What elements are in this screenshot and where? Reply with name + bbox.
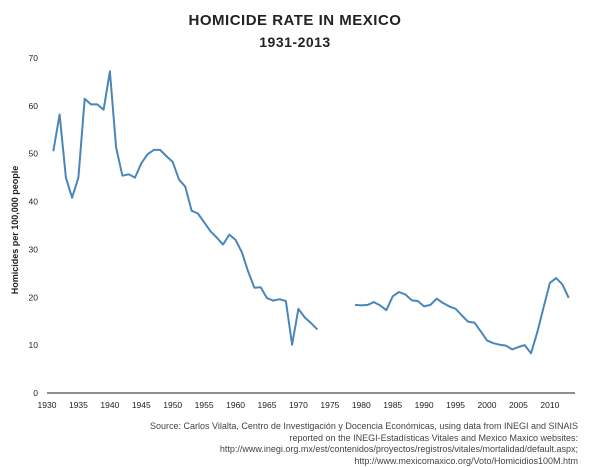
y-tick-label: 0: [33, 388, 38, 398]
x-tick-label: 1970: [289, 400, 308, 410]
x-tick-label: 1965: [258, 400, 277, 410]
x-tick-label: 2005: [509, 400, 528, 410]
source-line: reported on the INEGI-Estadísticas Vital…: [289, 432, 578, 443]
series-lines: [52, 70, 570, 355]
y-tick-label: 60: [29, 101, 39, 111]
series-line-segment: [354, 277, 570, 355]
y-tick-label: 20: [29, 292, 39, 302]
x-tick-label: 1975: [320, 400, 339, 410]
x-tick-label: 1960: [226, 400, 245, 410]
source-line: Source: Carlos Vilalta, Centro de Invest…: [149, 421, 578, 431]
x-tick-label: 1985: [383, 400, 402, 410]
y-tick-label: 10: [29, 340, 39, 350]
series-line-segment: [52, 70, 319, 346]
x-tick-label: 1955: [195, 400, 214, 410]
x-tick-label: 1950: [163, 400, 182, 410]
source-link[interactable]: http://www.inegi.org.mx/est/contenidos/p…: [219, 444, 578, 454]
y-tick-label: 30: [29, 244, 39, 254]
x-tick-label: 1990: [415, 400, 434, 410]
x-tick-labels: 1930 1935 1940 1945 1950 1955 1960 1965 1970 1975…: [38, 400, 560, 410]
x-tick-label: 1935: [69, 400, 88, 410]
x-tick-label: 1945: [132, 400, 151, 410]
y-tick-label: 70: [29, 53, 39, 63]
y-axis-label: Homicides per 100,000 people: [10, 166, 20, 295]
source-link[interactable]: http://www.mexicomaxico.org/Voto/Homicid…: [354, 455, 578, 466]
x-tick-label: 2000: [478, 400, 497, 410]
y-tick-label: 50: [29, 149, 39, 159]
x-tick-label: 1940: [100, 400, 119, 410]
x-tick-label: 1980: [352, 400, 371, 410]
chart-subtitle: 1931-2013: [259, 34, 331, 50]
y-tick-labels: 0 10 20 30 40 50 60 70: [29, 53, 39, 398]
x-tick-label: 1995: [446, 400, 465, 410]
y-tick-label: 40: [29, 197, 39, 207]
x-tick-label: 1930: [38, 400, 57, 410]
x-tick-label: 2010: [540, 400, 559, 410]
chart-title: HOMICIDE RATE IN MEXICO: [188, 12, 402, 29]
source-note: Source: Carlos Vilalta, Centro de Invest…: [58, 421, 578, 467]
